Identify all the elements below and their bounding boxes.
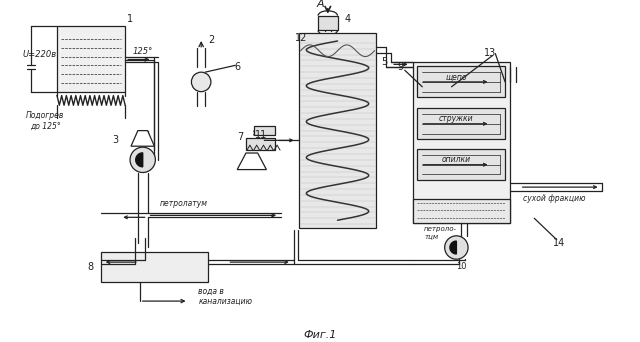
Bar (413, 63, 510, 223)
Text: 13: 13 (484, 48, 497, 58)
Bar (417, 66, 505, 97)
Text: петролатум: петролатум (159, 199, 207, 208)
Text: 5: 5 (381, 57, 387, 67)
Text: 8: 8 (87, 262, 93, 272)
Text: опилки: опилки (442, 155, 471, 165)
Text: щепо: щепо (445, 73, 467, 81)
Circle shape (445, 236, 468, 259)
Bar (101, 252, 208, 281)
Text: 14: 14 (552, 238, 564, 248)
Polygon shape (450, 241, 456, 254)
Polygon shape (131, 131, 154, 146)
Bar (413, 199, 510, 223)
Bar (417, 149, 505, 180)
Bar (57, 26, 125, 92)
Bar (246, 139, 275, 150)
Text: 4: 4 (344, 14, 350, 24)
Text: 11: 11 (255, 131, 268, 141)
Text: 2: 2 (208, 35, 214, 45)
Bar (318, 16, 337, 30)
Text: петроло-
тцм: петроло- тцм (424, 226, 457, 239)
Text: A: A (316, 0, 324, 9)
Text: 3: 3 (113, 135, 118, 145)
Circle shape (130, 147, 156, 172)
Text: вода в
канализацию: вода в канализацию (198, 287, 252, 306)
Bar (299, 33, 376, 228)
Text: сухой фракцию: сухой фракцию (522, 194, 585, 203)
Polygon shape (136, 153, 143, 167)
Text: 7: 7 (237, 132, 243, 142)
Bar (417, 108, 505, 140)
Text: 9: 9 (398, 62, 404, 72)
Circle shape (191, 72, 211, 92)
Text: Фиг.1: Фиг.1 (303, 330, 337, 340)
Polygon shape (237, 153, 266, 170)
Text: U=220в: U=220в (22, 50, 56, 59)
Bar (253, 126, 275, 135)
Text: стружки: стружки (439, 115, 474, 123)
Text: 1: 1 (127, 14, 133, 24)
Text: 125°: 125° (132, 47, 153, 56)
Text: 12: 12 (295, 33, 308, 43)
Text: Подогрев
дo 125°: Подогрев дo 125° (26, 111, 65, 131)
Text: 10: 10 (456, 263, 467, 272)
Text: 6: 6 (234, 62, 240, 72)
